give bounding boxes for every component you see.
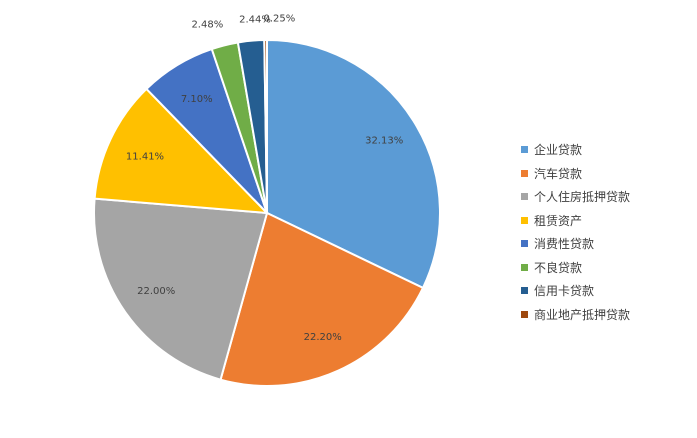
data-label: 7.10% — [181, 94, 213, 105]
data-label: 0.25% — [263, 14, 295, 25]
data-label: 2.48% — [191, 19, 223, 30]
legend-swatch — [521, 263, 528, 271]
legend-swatch — [521, 193, 528, 201]
legend-item: 企业贷款 — [521, 138, 630, 162]
legend-label: 企业贷款 — [534, 143, 583, 158]
legend-label: 租赁资产 — [534, 213, 583, 228]
data-label: 32.13% — [365, 135, 403, 146]
data-label: 11.41% — [126, 151, 164, 162]
legend-item: 个人住房抵押贷款 — [521, 185, 630, 209]
pie-slice — [266, 38, 441, 290]
legend-label: 消费性贷款 — [534, 237, 595, 252]
legend-swatch — [521, 287, 528, 295]
legend-label: 汽车贷款 — [534, 166, 583, 181]
legend-swatch — [521, 240, 528, 248]
legend-item: 汽车贷款 — [521, 162, 630, 186]
legend-swatch — [521, 216, 528, 224]
legend-item: 信用卡贷款 — [521, 279, 630, 303]
legend-swatch — [521, 146, 528, 154]
pie-slice — [93, 197, 269, 381]
legend-label: 不良贷款 — [534, 260, 583, 275]
data-label: 22.00% — [137, 286, 175, 297]
data-label: 2.44% — [239, 14, 271, 25]
legend-swatch — [521, 169, 528, 177]
legend-item: 租赁资产 — [521, 209, 630, 233]
legend: 企业贷款汽车贷款个人住房抵押贷款 租赁资产消费性贷款不良贷款信用卡贷款商业地产抵押… — [521, 138, 630, 326]
legend-label: 个人住房抵押贷款 — [534, 190, 631, 205]
legend-label: 商业地产抵押贷款 — [534, 307, 631, 322]
data-label: 22.20% — [304, 332, 342, 343]
pie-slice — [219, 211, 425, 387]
legend-item: 不良贷款 — [521, 256, 630, 280]
legend-item: 商业地产抵押贷款 — [521, 303, 630, 327]
legend-label: 信用卡贷款 — [534, 284, 595, 299]
pie-slice — [93, 87, 270, 215]
legend-swatch — [521, 310, 528, 318]
pie-slice — [263, 38, 268, 214]
legend-item: 消费性贷款 — [521, 232, 630, 256]
